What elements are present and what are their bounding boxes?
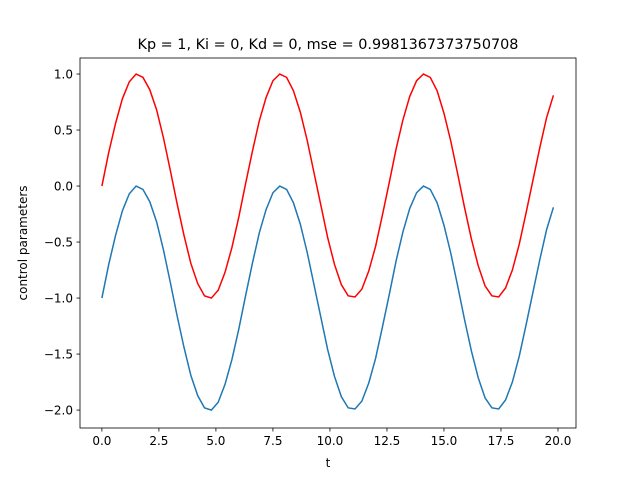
x-tick-label: 2.5 <box>149 434 168 448</box>
chart-title: Kp = 1, Ki = 0, Kd = 0, mse = 0.99813673… <box>138 37 519 53</box>
x-tick-label: 5.0 <box>206 434 225 448</box>
y-tick-label: 0.5 <box>54 124 73 138</box>
y-axis-label: control parameters <box>16 185 30 300</box>
x-tick-label: 15.0 <box>431 434 458 448</box>
x-tick-label: 12.5 <box>374 434 401 448</box>
x-tick-label: 7.5 <box>263 434 282 448</box>
y-tick-label: 1.0 <box>54 68 73 82</box>
y-tick-label: −0.5 <box>44 236 73 250</box>
y-tick-label: −2.0 <box>44 404 73 418</box>
y-tick-label: −1.0 <box>44 292 73 306</box>
x-tick-label: 20.0 <box>545 434 572 448</box>
y-tick-label: 0.0 <box>54 180 73 194</box>
series-line <box>101 73 555 299</box>
x-tick-label: 0.0 <box>92 434 111 448</box>
x-tick-label: 10.0 <box>317 434 344 448</box>
x-tick-label: 17.5 <box>488 434 515 448</box>
y-tick-label: −1.5 <box>44 348 73 362</box>
plot-frame <box>79 57 577 429</box>
series-line <box>101 185 555 411</box>
x-axis-label: t <box>326 456 331 470</box>
